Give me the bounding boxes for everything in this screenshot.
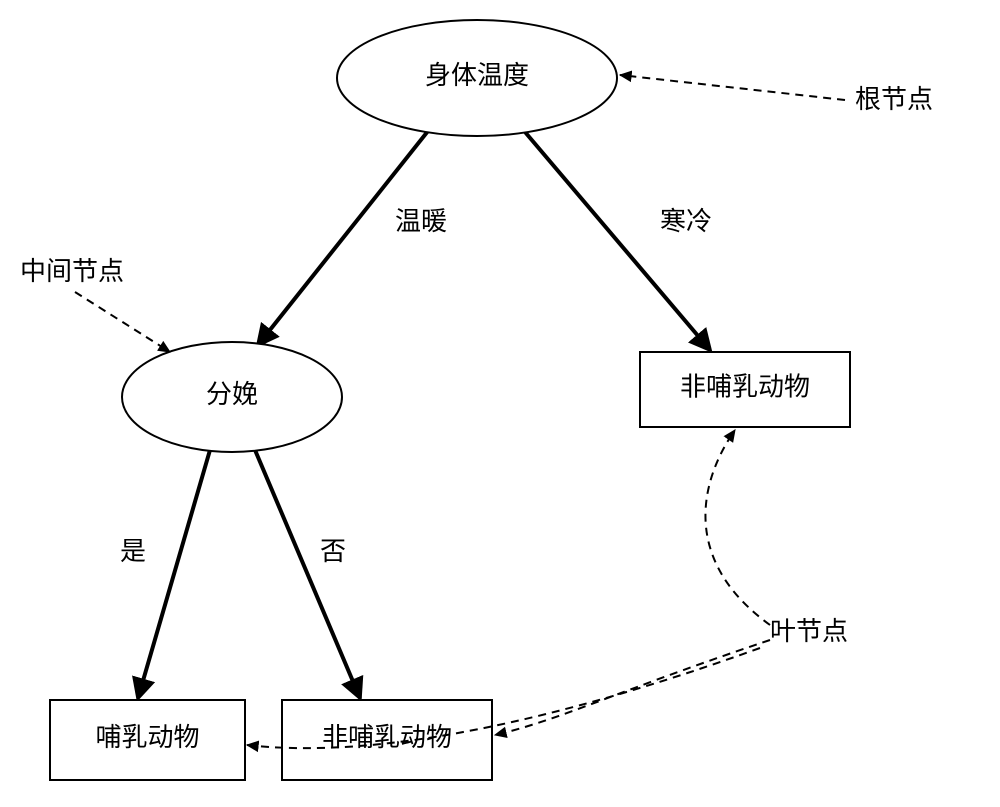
annotation-mid: 中间节点 [20,257,170,352]
edge-label-cold: 寒冷 [660,207,712,236]
node-leaf-right: 非哺乳动物 [640,352,850,427]
mid-label: 分娩 [206,380,258,409]
edge-mid-leafcenter [255,450,360,698]
annotation-root: 根节点 [620,75,933,114]
node-leaf-center: 非哺乳动物 [282,700,492,780]
edge-root-mid [258,131,428,345]
annotation-mid-arrow [75,292,170,352]
edge-mid-leafleft [138,450,210,698]
root-label: 身体温度 [425,61,529,90]
node-mid: 分娩 [122,342,342,452]
node-root: 身体温度 [337,20,617,136]
annotation-leaf-arrow-2 [495,640,770,735]
annotation-leaf-arrow-1 [705,430,770,625]
leaf-left-label: 哺乳动物 [95,723,199,752]
edge-label-no: 否 [320,537,346,566]
annotation-root-arrow [620,75,845,100]
annotation-root-text: 根节点 [855,85,933,114]
node-leaf-left: 哺乳动物 [50,700,245,780]
edge-label-yes: 是 [120,537,146,566]
decision-tree-diagram: 温暖 寒冷 是 否 身体温度 分娩 非哺乳动物 哺乳动物 非哺乳动物 根节点 中… [0,0,1000,807]
annotation-leaf-text: 叶节点 [770,617,848,646]
edge-label-warm: 温暖 [395,207,447,236]
edge-root-leafright [525,132,710,350]
annotation-mid-text: 中间节点 [20,257,124,286]
leaf-right-label: 非哺乳动物 [680,372,810,401]
